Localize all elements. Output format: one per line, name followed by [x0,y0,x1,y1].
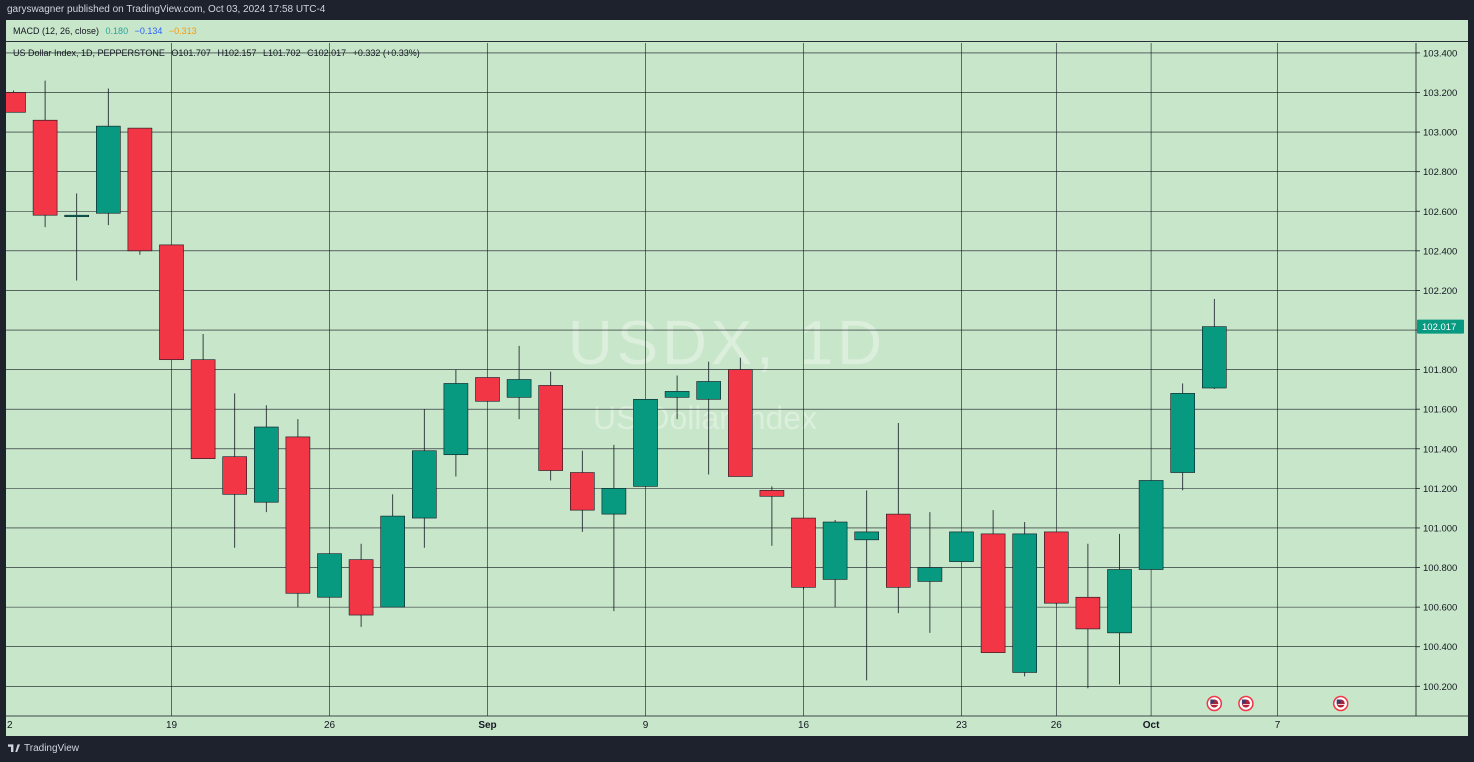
tradingview-logo[interactable]: TradingView [8,736,79,762]
last-price-label: 102.017 [1422,322,1456,333]
y-tick-label: 102.600 [1423,207,1457,218]
candle-down[interactable] [32,119,58,216]
x-tick-label: 19 [166,720,178,731]
y-tick-label: 101.000 [1423,523,1457,534]
candle-down[interactable] [980,533,1006,653]
change-value: +0.332 (+0.33%) [352,48,420,58]
macd-histogram-value: −0.313 [168,26,197,36]
close-value: C102.017 [307,48,347,58]
publisher-bar: garyswagner published on TradingView.com… [0,0,1474,20]
y-tick-label: 100.400 [1423,642,1457,653]
macd-label: MACD (12, 26, close) [13,26,100,36]
symbol-title: US Dollar Index, 1D, PEPPERSTONE [13,48,165,58]
candle-down[interactable] [127,127,153,252]
candle-down[interactable] [159,244,184,361]
y-tick-label: 101.800 [1423,365,1457,376]
x-tick-label: 2 [7,720,13,731]
candle-up[interactable] [254,426,279,503]
x-tick-label: 23 [956,720,968,731]
candle-up[interactable] [96,125,121,214]
us-flag-event-icon-canton [1336,699,1341,704]
candle-up[interactable] [1138,480,1164,570]
tradingview-logo-icon [8,744,20,753]
macd-pane-header[interactable]: MACD (12, 26, close) 0.180 −0.134 −0.313 [6,20,1468,42]
y-tick-label: 103.200 [1423,88,1457,99]
y-tick-label: 101.600 [1423,405,1457,416]
x-tick-label: 26 [324,720,336,731]
last-price-tag [1417,319,1464,334]
candle-up[interactable] [917,567,943,582]
y-tick-label: 103.000 [1423,128,1457,139]
candle-up[interactable] [317,553,342,598]
candle-down[interactable] [1044,531,1069,604]
candle-down[interactable] [569,472,595,511]
candle-down[interactable] [190,359,216,459]
y-tick-label: 103.400 [1423,48,1457,59]
footer-bar: TradingView [0,736,1474,762]
y-tick-label: 102.200 [1423,286,1457,297]
candle-down[interactable] [759,490,785,497]
open-value: O101.707 [171,48,211,58]
candle-down[interactable] [348,559,374,616]
x-tick-label: Sep [478,720,496,731]
y-tick-label: 101.400 [1423,444,1457,455]
candle-up[interactable] [443,383,469,456]
candle-down[interactable] [885,513,911,588]
candle-up[interactable] [696,381,722,400]
symbol-watermark: USDX, 1D [568,309,886,378]
candle-up[interactable] [506,379,532,398]
x-tick-label: 7 [1275,720,1281,731]
candle-down[interactable] [285,436,311,594]
candlestick-chart[interactable]: 103.400 103.200 103.000 102.800 102.600 102.4… [0,0,1474,736]
candles-group [2,80,1227,689]
candle-up[interactable] [664,391,690,398]
x-tick-label: 9 [643,720,649,731]
candle-up[interactable] [380,515,406,608]
candle-down[interactable] [727,369,753,477]
publisher-text: garyswagner published on TradingView.com… [7,4,326,15]
y-tick-label: 100.200 [1423,682,1457,693]
candle-up[interactable] [1202,326,1227,389]
symbol-legend[interactable]: US Dollar Index, 1D, PEPPERSTONE O101.70… [13,48,424,58]
candle-up[interactable] [601,488,627,515]
candle-up[interactable] [1012,533,1038,673]
x-tick-label: Oct [1143,720,1160,731]
x-tick-label: 16 [798,720,810,731]
us-flag-event-icon-canton [1241,699,1246,704]
y-tick-label: 100.800 [1423,563,1457,574]
candle-down[interactable] [791,517,816,588]
candle-up[interactable] [1107,569,1132,634]
low-value: L101.702 [263,48,301,58]
y-tick-label: 102.800 [1423,167,1457,178]
y-tick-label: 100.600 [1423,603,1457,614]
candle-down[interactable] [222,456,247,495]
macd-value: 0.180 [105,26,129,36]
candle-up[interactable] [411,450,437,519]
candle-up[interactable] [949,531,974,562]
macd-signal-value: −0.134 [134,26,163,36]
y-tick-label: 101.200 [1423,484,1457,495]
candle-up[interactable] [633,398,658,487]
candle-down[interactable] [2,92,26,113]
candle-up[interactable] [822,521,848,580]
candle-up[interactable] [1170,393,1195,473]
candle-up[interactable] [64,214,89,218]
candle-down[interactable] [1075,596,1101,630]
candle-down[interactable] [538,385,564,471]
us-flag-event-icon-canton [1210,699,1215,704]
y-tick-label: 102.400 [1423,246,1457,257]
candle-down[interactable] [475,377,500,402]
high-value: H102.157 [217,48,257,58]
name-watermark: US Dollar Index [593,400,818,436]
x-tick-label: 26 [1051,720,1063,731]
candle-up[interactable] [854,531,880,541]
brand-name: TradingView [24,743,80,754]
